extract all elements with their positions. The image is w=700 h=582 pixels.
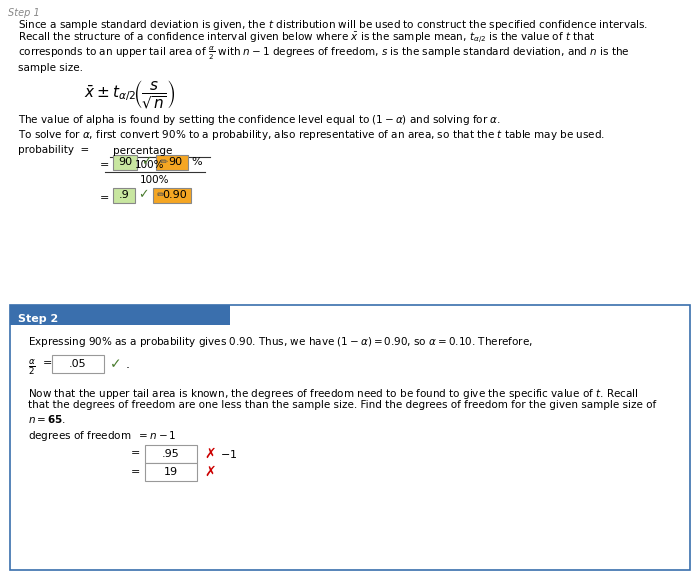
Text: =: =: [43, 358, 52, 368]
Text: probability  =: probability =: [18, 145, 90, 155]
Text: $-1$: $-1$: [220, 448, 237, 460]
Text: To solve for $\alpha$, first convert 90% to a probability, also representative o: To solve for $\alpha$, first convert 90%…: [18, 128, 605, 142]
FancyBboxPatch shape: [156, 155, 188, 170]
Text: ✓: ✓: [110, 357, 122, 371]
Text: ✗: ✗: [204, 465, 216, 479]
Text: $n=\mathbf{65}$.: $n=\mathbf{65}$.: [28, 413, 66, 425]
Text: ✏: ✏: [157, 190, 165, 200]
Text: sample size.: sample size.: [18, 63, 83, 73]
Text: ✓: ✓: [138, 189, 148, 201]
Text: .95: .95: [162, 449, 180, 459]
Text: Now that the upper tail area is known, the degrees of freedom need to be found t: Now that the upper tail area is known, t…: [28, 387, 638, 401]
Text: 100%: 100%: [135, 160, 164, 170]
Text: ✏: ✏: [160, 157, 168, 167]
FancyBboxPatch shape: [113, 188, 135, 203]
Text: .: .: [126, 357, 130, 371]
Text: Step 1: Step 1: [8, 8, 40, 18]
Text: $\bar{x} \pm t_{\alpha/2}\!\left(\dfrac{s}{\sqrt{n}}\right)$: $\bar{x} \pm t_{\alpha/2}\!\left(\dfrac{…: [84, 79, 176, 111]
Text: 90: 90: [118, 157, 132, 167]
Text: Since a sample standard deviation is given, the $t$ distribution will be used to: Since a sample standard deviation is giv…: [18, 18, 648, 32]
Text: Expressing 90% as a probability gives 0.90. Thus, we have $(1-\alpha)=0.90$, so : Expressing 90% as a probability gives 0.…: [28, 335, 533, 349]
Text: that the degrees of freedom are one less than the sample size. Find the degrees : that the degrees of freedom are one less…: [28, 400, 657, 410]
Text: 0.90: 0.90: [162, 190, 188, 200]
Text: .05: .05: [69, 359, 87, 369]
Text: =: =: [130, 467, 140, 477]
Text: 90: 90: [168, 157, 182, 167]
Text: percentage: percentage: [113, 146, 172, 156]
Text: $\frac{\alpha}{2}$: $\frac{\alpha}{2}$: [28, 358, 36, 377]
FancyBboxPatch shape: [113, 155, 137, 170]
Text: Recall the structure of a confidence interval given below where $\bar{x}$ is the: Recall the structure of a confidence int…: [18, 31, 596, 46]
Text: .9: .9: [118, 190, 130, 200]
FancyBboxPatch shape: [153, 188, 191, 203]
Text: corresponds to an upper tail area of $\frac{\alpha}{2}$ with $n-1$ degrees of fr: corresponds to an upper tail area of $\f…: [18, 45, 630, 62]
Text: 19: 19: [164, 467, 178, 477]
FancyBboxPatch shape: [145, 445, 197, 463]
Text: =: =: [130, 448, 140, 458]
Text: 100%: 100%: [140, 175, 169, 185]
FancyBboxPatch shape: [52, 355, 104, 373]
Text: ✗: ✗: [204, 447, 216, 461]
Text: =: =: [100, 160, 109, 170]
Text: degrees of freedom  $= n-1$: degrees of freedom $= n-1$: [28, 429, 176, 443]
Text: The value of alpha is found by setting the confidence level equal to $(1-\alpha): The value of alpha is found by setting t…: [18, 113, 501, 127]
Text: Step 2: Step 2: [18, 314, 58, 324]
FancyBboxPatch shape: [10, 305, 690, 570]
Text: %: %: [191, 157, 202, 167]
Text: ✓: ✓: [141, 155, 151, 169]
FancyBboxPatch shape: [145, 463, 197, 481]
Text: =: =: [100, 193, 109, 203]
FancyBboxPatch shape: [10, 305, 230, 325]
